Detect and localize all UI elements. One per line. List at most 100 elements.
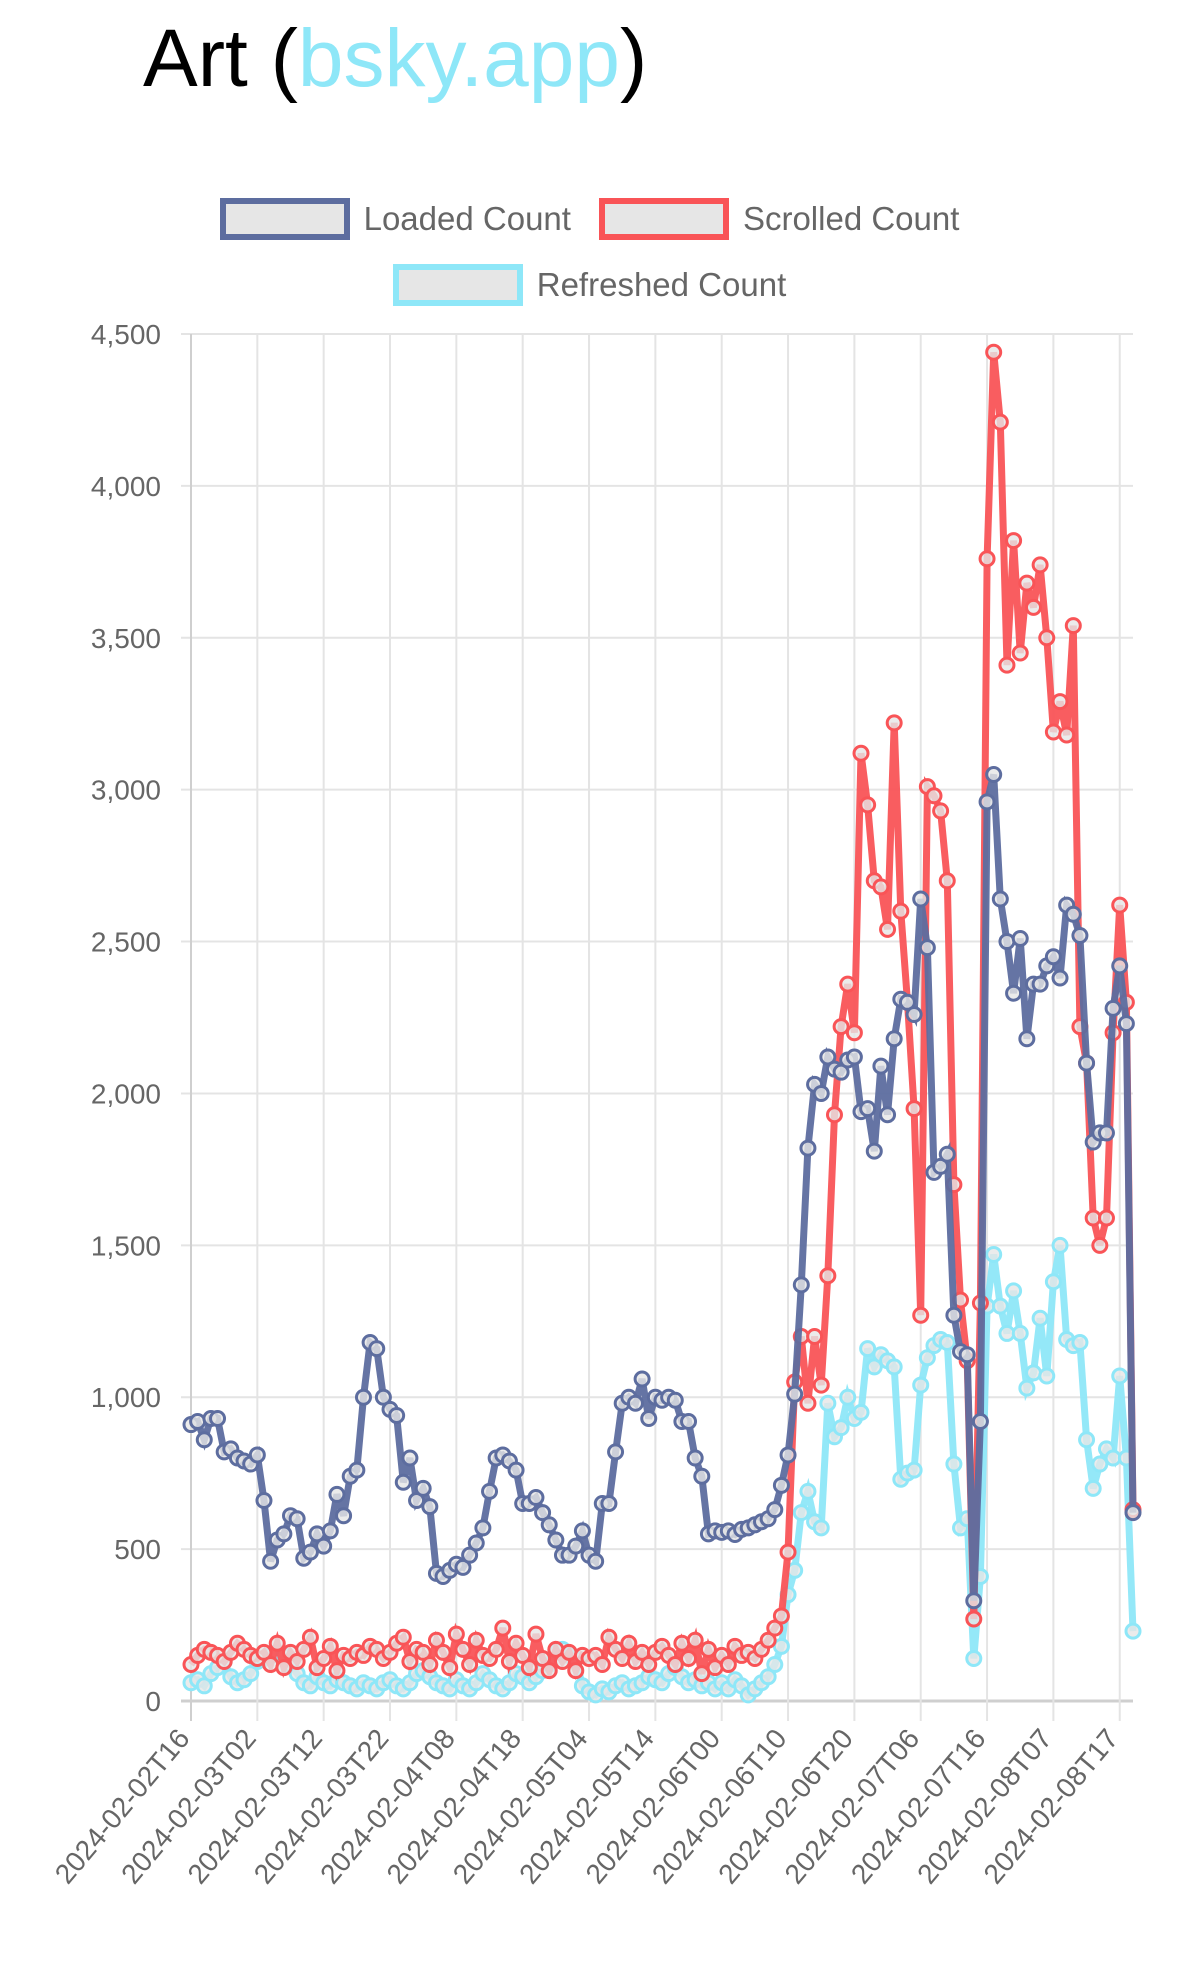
data-point	[885, 1358, 903, 1376]
data-point	[832, 1419, 850, 1437]
data-point	[1018, 574, 1036, 592]
y-tick-label: 500	[114, 1534, 161, 1565]
data-point	[301, 1543, 319, 1561]
y-tick-label: 2,500	[91, 927, 161, 958]
data-point	[938, 1145, 956, 1163]
y-tick-label: 3,000	[91, 775, 161, 806]
series-line-scrolled-count	[188, 351, 1137, 1682]
data-point	[699, 1640, 717, 1658]
data-point	[1111, 896, 1129, 914]
legend-row-2: Refreshed Count	[0, 264, 1179, 306]
legend-label-refreshed: Refreshed Count	[536, 266, 787, 303]
data-point	[673, 1634, 691, 1652]
data-point	[1031, 556, 1049, 574]
data-point	[467, 1534, 485, 1552]
data-point	[812, 1084, 830, 1102]
data-point	[779, 1446, 797, 1464]
data-point	[1005, 984, 1023, 1002]
data-point	[1011, 644, 1029, 662]
data-point	[1064, 617, 1082, 635]
data-point	[620, 1634, 638, 1652]
data-point	[879, 1106, 897, 1124]
data-point	[978, 793, 996, 811]
data-point	[633, 1370, 651, 1388]
data-point	[288, 1510, 306, 1528]
data-point	[905, 1005, 923, 1023]
data-point	[666, 1656, 684, 1674]
legend-swatch-refreshed	[392, 264, 523, 306]
data-point	[985, 1245, 1003, 1263]
data-point	[540, 1662, 558, 1680]
data-point	[1024, 1364, 1042, 1382]
data-point	[474, 1519, 492, 1537]
data-point	[394, 1628, 412, 1646]
data-point	[507, 1461, 525, 1479]
data-point	[461, 1656, 479, 1674]
data-point	[958, 1346, 976, 1364]
data-point	[879, 920, 897, 938]
data-point	[991, 890, 1009, 908]
data-point	[1018, 1379, 1036, 1397]
data-point	[985, 343, 1003, 361]
title-suffix: )	[620, 13, 648, 104]
data-point	[593, 1656, 611, 1674]
data-point	[719, 1656, 737, 1674]
series-line-loaded-count	[189, 773, 1137, 1601]
data-point	[852, 1403, 870, 1421]
data-point	[1058, 726, 1076, 744]
data-point	[328, 1485, 346, 1503]
page-title: Art (bsky.app)	[143, 4, 647, 114]
data-point	[859, 1340, 877, 1358]
data-point	[1124, 1504, 1142, 1522]
data-point	[859, 1100, 877, 1118]
data-point	[487, 1640, 505, 1658]
data-point	[394, 1473, 412, 1491]
data-point	[806, 1327, 824, 1345]
data-point	[885, 1030, 903, 1048]
data-point	[932, 802, 950, 820]
data-point	[414, 1479, 432, 1497]
data-point	[872, 878, 890, 896]
data-point	[560, 1643, 578, 1661]
data-point	[792, 1504, 810, 1522]
data-point	[262, 1656, 280, 1674]
data-point	[421, 1498, 439, 1516]
title-site[interactable]: bsky.app	[297, 13, 620, 104]
data-point	[328, 1662, 346, 1680]
data-point	[600, 1495, 618, 1513]
data-point	[945, 1455, 963, 1473]
data-point	[1024, 598, 1042, 616]
data-point	[1038, 1367, 1056, 1385]
data-point	[918, 939, 936, 957]
data-point	[766, 1656, 784, 1674]
data-point	[321, 1637, 339, 1655]
data-point	[1051, 693, 1069, 711]
data-point	[607, 1443, 625, 1461]
data-point	[892, 902, 910, 920]
data-point	[527, 1625, 545, 1643]
data-point	[1084, 1479, 1102, 1497]
data-point	[666, 1391, 684, 1409]
data-point	[991, 413, 1009, 431]
legend-item-loaded[interactable]: Loaded Count	[219, 198, 571, 240]
data-point	[626, 1394, 644, 1412]
data-point	[819, 1394, 837, 1412]
legend-item-scrolled[interactable]: Scrolled Count	[598, 198, 959, 240]
data-point	[772, 1476, 790, 1494]
data-point	[885, 714, 903, 732]
data-point	[481, 1482, 499, 1500]
data-point	[825, 1106, 843, 1124]
legend-label-loaded: Loaded Count	[363, 200, 571, 237]
data-point	[447, 1625, 465, 1643]
data-point	[368, 1340, 386, 1358]
data-point	[912, 1376, 930, 1394]
data-point	[1117, 1015, 1135, 1033]
y-tick-label: 2,000	[91, 1078, 161, 1109]
data-point	[547, 1531, 565, 1549]
legend-item-refreshed[interactable]: Refreshed Count	[392, 264, 787, 306]
data-point	[262, 1552, 280, 1570]
data-point	[799, 1139, 817, 1157]
data-point	[1111, 957, 1129, 975]
data-point	[1011, 930, 1029, 948]
data-point	[613, 1649, 631, 1667]
